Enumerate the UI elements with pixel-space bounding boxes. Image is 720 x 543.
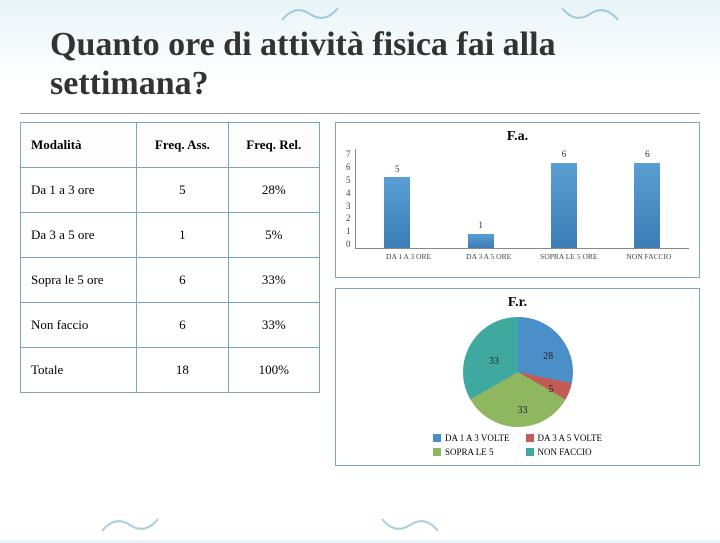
bar — [384, 177, 410, 248]
bar-x-label: DA 1 A 3 ORE — [369, 249, 449, 261]
bar-x-label: NON FACCIO — [609, 249, 689, 261]
decoration-swirl — [280, 2, 340, 27]
legend-item: DA 1 A 3 VOLTE — [433, 433, 510, 443]
table-cell: 5 — [137, 168, 228, 213]
table-cell: Non faccio — [21, 303, 137, 348]
bar-x-label: DA 3 A 5 ORE — [449, 249, 529, 261]
table-header: Freq. Ass. — [137, 123, 228, 168]
pie-chart: 28 5 33 33 DA 1 A 3 VOLTE DA 3 A 5 VOLTE SOPR… — [346, 315, 689, 457]
legend-item: SOPRA LE 5 — [433, 447, 510, 457]
bar-chart-y-axis: 01234567 — [346, 149, 355, 249]
pie-chart-title: F.r. — [346, 295, 689, 311]
pie-legend: DA 1 A 3 VOLTE DA 3 A 5 VOLTE SOPRA LE 5 NO… — [433, 433, 602, 457]
table-cell: 33% — [228, 303, 319, 348]
table-cell: 100% — [228, 348, 319, 393]
table-row: Non faccio633% — [21, 303, 320, 348]
bar-x-label: SOPRA LE 5 ORE — [529, 249, 609, 261]
table-cell: 18 — [137, 348, 228, 393]
bar — [551, 163, 577, 248]
bar-chart-box: F.a. 01234567 5 1 6 6 DA 1 A 3 OREDA 3 A 5 … — [335, 122, 700, 278]
table-row: Totale18100% — [21, 348, 320, 393]
decoration-swirl — [100, 513, 160, 538]
table-cell: Sopra le 5 ore — [21, 258, 137, 303]
data-table: ModalitàFreq. Ass.Freq. Rel. Da 1 a 3 or… — [20, 122, 320, 393]
decoration-swirl — [560, 2, 620, 27]
table-cell: 6 — [137, 303, 228, 348]
table-cell: 28% — [228, 168, 319, 213]
table-header: Freq. Rel. — [228, 123, 319, 168]
pie-graphic: 28 5 33 33 — [463, 317, 573, 427]
legend-label: SOPRA LE 5 — [445, 447, 494, 457]
bar-chart: 01234567 5 1 6 6 DA 1 A 3 OREDA 3 A 5 ORESO… — [346, 149, 689, 269]
legend-swatch — [433, 434, 441, 442]
table-cell: 6 — [137, 258, 228, 303]
pie-slice-label: 33 — [518, 405, 528, 416]
bar — [634, 163, 660, 248]
pie-slice-label: 28 — [543, 351, 553, 362]
table-cell: 5% — [228, 213, 319, 258]
table-cell: 1 — [137, 213, 228, 258]
table-cell: Da 3 a 5 ore — [21, 213, 137, 258]
legend-swatch — [433, 448, 441, 456]
table-cell: Totale — [21, 348, 137, 393]
decoration-swirl — [380, 513, 440, 538]
table-row: Da 3 a 5 ore15% — [21, 213, 320, 258]
pie-slice-label: 5 — [548, 384, 553, 395]
bar-column: 5 — [356, 149, 439, 248]
pie-chart-box: F.r. 28 5 33 33 DA 1 A 3 VOLTE DA 3 A 5 VOLT… — [335, 288, 700, 466]
bar-value-label: 6 — [645, 149, 650, 159]
table-cell: 33% — [228, 258, 319, 303]
bar-chart-bars: 5 1 6 6 — [355, 149, 690, 249]
table-cell: Da 1 a 3 ore — [21, 168, 137, 213]
bar-column: 6 — [606, 149, 689, 248]
bar — [468, 234, 494, 248]
bar-value-label: 1 — [478, 220, 483, 230]
content-area: ModalitàFreq. Ass.Freq. Rel. Da 1 a 3 or… — [0, 122, 720, 466]
data-table-wrap: ModalitàFreq. Ass.Freq. Rel. Da 1 a 3 or… — [20, 122, 320, 466]
legend-swatch — [526, 448, 534, 456]
bar-value-label: 5 — [395, 164, 400, 174]
bar-value-label: 6 — [562, 149, 567, 159]
table-row: Sopra le 5 ore633% — [21, 258, 320, 303]
legend-swatch — [526, 434, 534, 442]
charts-column: F.a. 01234567 5166 DA 1 A 3 OREDA 3 A 5 … — [335, 122, 700, 466]
legend-label: NON FACCIO — [538, 447, 592, 457]
table-header: Modalità — [21, 123, 137, 168]
bar-column: 1 — [439, 149, 522, 248]
legend-item: NON FACCIO — [526, 447, 603, 457]
legend-label: DA 1 A 3 VOLTE — [445, 433, 510, 443]
bar-column: 6 — [522, 149, 605, 248]
table-row: Da 1 a 3 ore528% — [21, 168, 320, 213]
pie-slice-label: 33 — [489, 356, 499, 367]
bar-chart-title: F.a. — [346, 129, 689, 145]
bar-chart-x-labels: DA 1 A 3 OREDA 3 A 5 ORESOPRA LE 5 ORENO… — [369, 249, 690, 261]
legend-item: DA 3 A 5 VOLTE — [526, 433, 603, 443]
legend-label: DA 3 A 5 VOLTE — [538, 433, 603, 443]
